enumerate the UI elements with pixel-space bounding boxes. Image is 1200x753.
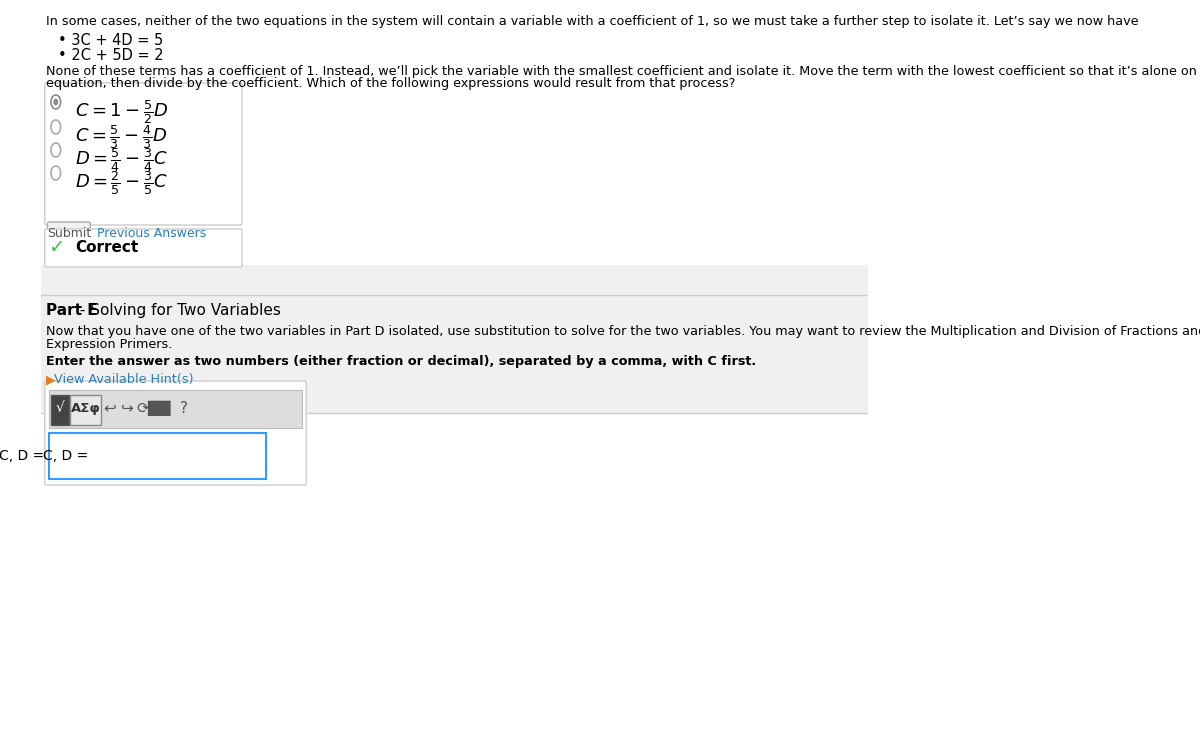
Text: ▶: ▶ — [46, 373, 60, 386]
Text: $C = 1 - \frac{5}{2}D$: $C = 1 - \frac{5}{2}D$ — [76, 98, 168, 126]
FancyBboxPatch shape — [44, 83, 242, 225]
FancyBboxPatch shape — [44, 381, 306, 485]
Circle shape — [50, 166, 61, 180]
Text: • 2C + 5D = 2: • 2C + 5D = 2 — [58, 48, 163, 63]
FancyBboxPatch shape — [48, 222, 90, 248]
FancyBboxPatch shape — [71, 395, 101, 425]
FancyBboxPatch shape — [50, 395, 68, 425]
Text: Enter the answer as two numbers (either fraction or decimal), separated by a com: Enter the answer as two numbers (either … — [46, 355, 756, 368]
Circle shape — [53, 99, 58, 105]
Circle shape — [50, 120, 61, 134]
FancyBboxPatch shape — [44, 229, 242, 267]
Text: C, D =: C, D = — [0, 449, 44, 463]
FancyBboxPatch shape — [49, 433, 266, 479]
Text: In some cases, neither of the two equations in the system will contain a variabl: In some cases, neither of the two equati… — [46, 15, 1139, 28]
Text: Part E: Part E — [46, 303, 97, 318]
Text: $C = \frac{5}{3} - \frac{4}{3}D$: $C = \frac{5}{3} - \frac{4}{3}D$ — [76, 123, 167, 151]
Text: Now that you have one of the two variables in Part D isolated, use substitution : Now that you have one of the two variabl… — [46, 325, 1200, 338]
Text: Previous Answers: Previous Answers — [97, 227, 206, 239]
Text: ✓: ✓ — [48, 237, 64, 257]
Text: $D = \frac{5}{4} - \frac{3}{4}C$: $D = \frac{5}{4} - \frac{3}{4}C$ — [76, 146, 168, 174]
Circle shape — [50, 95, 61, 109]
Text: ██: ██ — [148, 401, 170, 416]
Text: ⟳: ⟳ — [137, 401, 149, 416]
Text: View Available Hint(s): View Available Hint(s) — [54, 373, 194, 386]
Text: Submit: Submit — [47, 227, 91, 239]
Circle shape — [50, 143, 61, 157]
Text: ↪: ↪ — [120, 401, 132, 416]
Text: Expression Primers.: Expression Primers. — [46, 338, 173, 351]
Text: • 3C + 4D = 5: • 3C + 4D = 5 — [58, 33, 163, 48]
FancyBboxPatch shape — [49, 390, 302, 428]
Text: √: √ — [55, 401, 65, 415]
Text: AΣφ: AΣφ — [71, 401, 101, 414]
Text: ?: ? — [180, 401, 188, 416]
Text: C, D =: C, D = — [43, 449, 89, 463]
Text: - Solving for Two Variables: - Solving for Two Variables — [76, 303, 281, 318]
Text: Correct: Correct — [76, 239, 138, 255]
Text: None of these terms has a coefficient of 1. Instead, we’ll pick the variable wit: None of these terms has a coefficient of… — [46, 65, 1200, 78]
Text: ↩: ↩ — [103, 401, 116, 416]
FancyBboxPatch shape — [41, 265, 869, 413]
Text: $D = \frac{2}{5} - \frac{3}{5}C$: $D = \frac{2}{5} - \frac{3}{5}C$ — [76, 169, 168, 197]
Text: equation, then divide by the coefficient. Which of the following expressions wou: equation, then divide by the coefficient… — [46, 77, 736, 90]
